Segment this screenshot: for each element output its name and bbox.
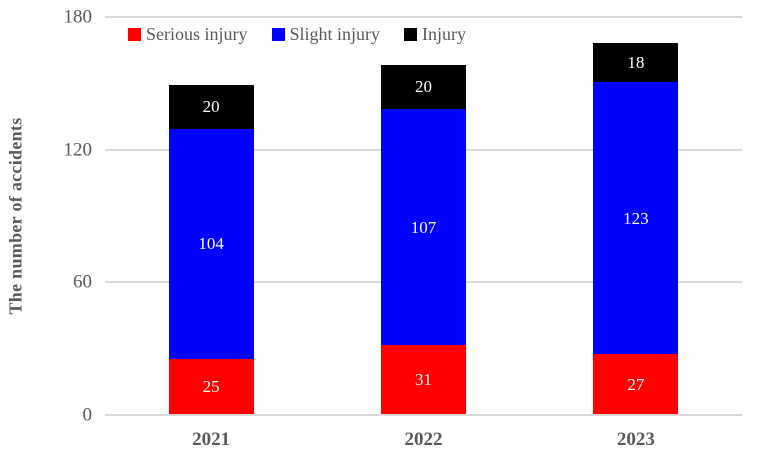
bar-segment-serious-injury: 25 [168, 358, 254, 414]
y-tick-label-60: 60 [73, 271, 92, 293]
legend-swatch-icon [404, 28, 418, 41]
bar-segment-value: 18 [627, 52, 645, 72]
legend-item-injury: Injury [404, 24, 466, 45]
bar-segment-slight-injury: 104 [168, 128, 254, 359]
bar-segment-serious-injury: 31 [381, 345, 466, 414]
legend-swatch-icon [128, 28, 141, 41]
legend-item-slight-injury: Slight injury [271, 24, 381, 45]
bar-segment-value: 27 [627, 374, 645, 394]
bar-segment-injury: 20 [381, 64, 466, 109]
y-axis-ticks: 0 60 120 180 [0, 8, 93, 425]
plot-area: 25 104 20 31 107 20 27 123 18 [105, 16, 742, 416]
bar-segment-injury: 20 [168, 84, 254, 129]
x-tick-label-2023: 2023 [616, 429, 655, 450]
bar-segment-value: 123 [623, 208, 649, 228]
bar-segment-value: 104 [198, 234, 224, 254]
legend-label: Injury [422, 24, 467, 44]
bar-segment-slight-injury: 123 [593, 82, 679, 355]
legend: Serious injury Slight injury Injury [128, 24, 466, 45]
bar-segment-value: 20 [202, 97, 220, 117]
bar-2021: 25 104 20 [168, 84, 254, 414]
y-tick-label-120: 120 [63, 139, 93, 161]
legend-swatch-icon [271, 28, 285, 41]
legend-item-serious-injury: Serious injury [128, 24, 248, 45]
bar-segment-value: 20 [415, 77, 432, 97]
bar-segment-value: 25 [202, 376, 220, 396]
y-tick-label-180: 180 [63, 6, 93, 28]
gridline-180 [105, 16, 742, 18]
bar-segment-injury: 18 [593, 42, 679, 83]
bar-segment-value: 31 [415, 370, 432, 390]
legend-label: Serious injury [146, 24, 248, 44]
legend-label: Slight injury [289, 24, 381, 44]
bar-segment-value: 107 [410, 217, 437, 237]
gridline-0 [105, 414, 742, 416]
bar-segment-serious-injury: 27 [593, 354, 679, 414]
x-tick-label-2021: 2021 [192, 429, 231, 450]
bar-segment-slight-injury: 107 [381, 108, 466, 346]
x-tick-label-2022: 2022 [404, 429, 443, 450]
y-tick-label-0: 0 [82, 404, 93, 426]
bar-2023: 27 123 18 [593, 42, 679, 414]
bar-2022: 31 107 20 [381, 64, 466, 414]
